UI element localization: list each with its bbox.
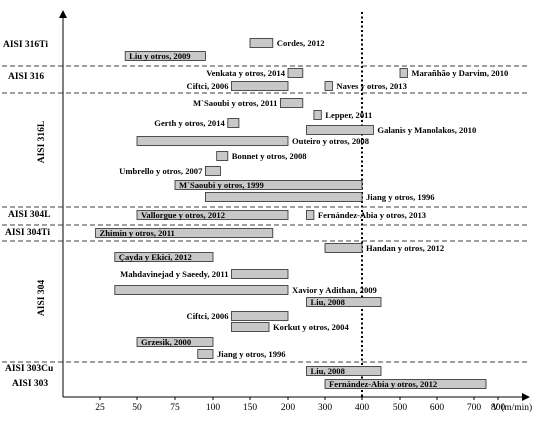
speed-range-bar	[204, 166, 221, 176]
group-label: AISI 316	[8, 72, 44, 82]
bar-label: Marañhão y Darvim, 2010	[411, 68, 508, 78]
speed-range-bar	[306, 210, 315, 220]
speed-range-bar	[216, 151, 229, 161]
speed-range-bar	[306, 125, 374, 135]
x-tick-label: 200	[281, 403, 296, 413]
speed-range-bar	[136, 337, 214, 347]
x-tick-label: 500	[393, 403, 408, 413]
bar-label: Fernández-Abia y otros, 2012	[329, 379, 437, 389]
speed-range-bar	[279, 98, 304, 108]
speed-range-bar	[324, 379, 487, 389]
x-tick-label: 25	[95, 403, 105, 413]
bar-label: Jiang y otros, 1996	[366, 192, 435, 202]
speed-range-bar	[231, 81, 289, 91]
bar-label: Liu, 2008	[311, 297, 346, 307]
group-label: AISI 316Ti	[3, 40, 48, 50]
bar-label: Ciftci, 2006	[186, 311, 229, 321]
speed-range-bar	[313, 110, 322, 120]
speed-range-bar	[204, 192, 363, 202]
bar-label: Lepper, 2011	[325, 110, 372, 120]
bar-label: Venkata y otros, 2014	[206, 68, 285, 78]
bar-label: Jiang y otros, 1996	[217, 349, 286, 359]
group-label: AISI 304L	[8, 210, 51, 220]
bar-label: Gerth y otros, 2014	[154, 118, 225, 128]
x-tick-label: 600	[430, 403, 445, 413]
group-label: AISI 304	[37, 280, 47, 316]
x-tick-label: 150	[243, 403, 258, 413]
speed-range-bar	[197, 349, 214, 359]
bar-label: Cordes, 2012	[277, 38, 325, 48]
speed-range-bar	[324, 81, 333, 91]
speed-range-bar	[136, 136, 289, 146]
speed-range-bar	[231, 269, 289, 279]
speed-range-bar	[114, 252, 214, 262]
speed-range-bar	[306, 366, 382, 376]
speed-range-bar	[174, 180, 363, 190]
x-tick-label: 400	[355, 403, 370, 413]
bar-label: Ciftci, 2006	[186, 81, 229, 91]
speed-range-bar	[324, 243, 363, 253]
bar-label: Korkut y otros, 2004	[273, 322, 349, 332]
speed-range-bar	[114, 285, 289, 295]
bar-label: Handan y otros, 2012	[366, 243, 444, 253]
x-tick-label: 800	[491, 403, 506, 413]
bar-label: Umbrello y otros, 2007	[119, 166, 203, 176]
speed-range-bar	[95, 228, 274, 238]
group-label: AISI 303Cu	[5, 364, 54, 374]
x-axis-arrow	[522, 393, 530, 401]
speed-range-bar	[227, 118, 240, 128]
y-axis-arrow	[59, 10, 67, 18]
x-tick-label: 50	[132, 403, 142, 413]
bar-label: Liu, 2008	[311, 366, 346, 376]
bar-label: Xavior y Adithan, 2009	[292, 285, 377, 295]
speed-range-bar	[136, 210, 289, 220]
bar-label: Outeiro y otros, 2008	[292, 136, 370, 146]
group-label: AISI 304Ti	[5, 228, 50, 238]
group-label: AISI 316L	[37, 121, 47, 164]
x-axis-label: V (m/min)	[492, 402, 532, 413]
speed-range-bar	[287, 68, 304, 78]
speed-range-bar	[231, 311, 289, 321]
bar-label: Vallorgue y otros, 2012	[141, 210, 225, 220]
bar-label: M`Saoubi y otros, 2011	[193, 98, 277, 108]
bar-label: Bonnet y otros, 2008	[232, 151, 308, 161]
bar-label: Çayda y Ekici, 2012	[119, 252, 192, 262]
bar-label: Naves y otros, 2013	[336, 81, 407, 91]
x-tick-label: 75	[170, 403, 180, 413]
x-tick-label: 300	[318, 403, 333, 413]
x-tick-label: 100	[206, 403, 221, 413]
speed-range-bar	[249, 38, 274, 48]
bar-label: M`Saoubi y otros, 1999	[179, 180, 264, 190]
group-label: AISI 303	[12, 379, 48, 389]
bar-label: Grzesik, 2000	[141, 337, 191, 347]
bar-label: Galanis y Manolakos, 2010	[377, 125, 476, 135]
bar-label: Liu y otros, 2009	[129, 51, 190, 61]
x-tick-label: 700	[467, 403, 482, 413]
bar-label: Fernández-Abia y otros, 2013	[318, 210, 426, 220]
speed-range-bar	[124, 51, 206, 61]
speed-range-bar	[231, 322, 270, 332]
speed-range-bar	[399, 68, 408, 78]
speed-range-bar	[306, 297, 382, 307]
bar-label: Mahdavinejad y Saeedy, 2011	[120, 269, 228, 279]
bar-label: Zhimin y otros, 2011	[100, 228, 175, 238]
